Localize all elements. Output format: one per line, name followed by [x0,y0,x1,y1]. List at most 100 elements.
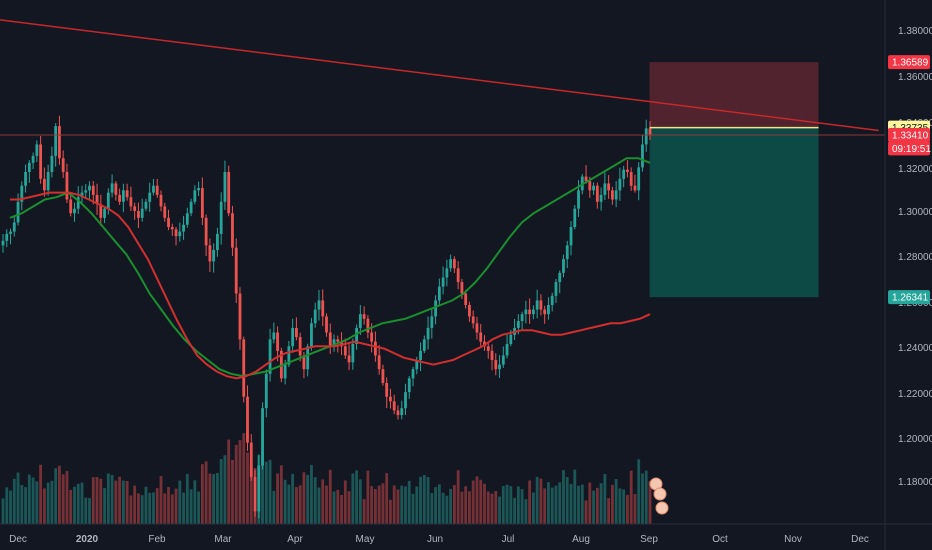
volume-bar [291,473,295,524]
candle-body [216,233,219,250]
volume-bar [584,500,588,524]
candle-body [110,183,114,193]
volume-bar [445,495,449,524]
candle-body [648,128,652,136]
event-markers[interactable] [649,477,669,515]
volume-bar [626,494,629,524]
candle-body [204,217,208,246]
candle-body [325,316,328,333]
candle-body [328,332,332,347]
price-tick: 1.18000 [898,477,932,488]
volume-bar [441,492,445,524]
volume-bar [20,485,24,524]
volume-bar [430,493,434,524]
candle-body [464,293,468,305]
candle-body [50,155,54,172]
volume-bar [264,461,268,524]
candle-body [389,396,392,402]
candle-body [343,346,347,356]
volume-bar [140,495,144,524]
volume-bar [374,489,377,524]
volume-bar [313,477,317,524]
candle-body [426,327,430,340]
volume-bar [88,498,91,524]
volume-bar [336,489,340,524]
candle-body [99,204,103,218]
candle-body [351,343,355,363]
candle-body [80,192,84,198]
time-axis[interactable]: Dec 2020 Feb Mar Apr May Jun Jul Aug Sep… [9,534,869,545]
candle-body [61,158,65,172]
volume-bar [24,487,27,524]
volume-bar [219,459,223,524]
candle-body [562,259,565,273]
candle-body [148,192,152,202]
candle-body [20,185,24,202]
volume-bar [577,485,580,524]
candle-body [170,227,174,230]
volume-bar [231,459,234,524]
candle-body [535,300,539,310]
position-zones[interactable] [649,62,819,298]
candle-body [174,229,178,237]
volume-bar [321,479,325,524]
trendline[interactable] [0,17,879,132]
volume-bar [80,482,84,524]
candle-body [9,231,12,234]
volume-bar [569,483,573,524]
volume-bar [456,470,460,524]
volume-bar [407,480,411,524]
volume-bar [562,470,565,524]
volume-bar [178,480,182,524]
volume-bar [121,480,125,524]
price-tick: 1.36000 [898,72,932,83]
time-tick: Sep [640,534,658,545]
event-marker-icon[interactable] [653,487,667,501]
candle-body [208,245,212,262]
candle-body [223,171,227,202]
price-tag-label: 1.36589 [892,58,929,69]
volume-bar [588,482,592,524]
volume-bar [389,499,392,524]
candle-body [377,355,381,370]
candle-body [404,392,407,409]
time-tick: Oct [712,534,728,545]
volume-bar [633,494,637,524]
price-tag-stop[interactable]: 1.36589 [888,55,930,70]
volume-bar [468,491,471,524]
price-tag-countdown[interactable]: 09:19:51 [888,141,931,156]
price-tag-current[interactable]: 1.33410 [888,128,930,143]
price-tag-target[interactable]: 1.26341 [888,290,930,305]
volume-bar [528,480,532,524]
candle-body [313,309,317,324]
volume-bar [516,486,520,524]
candle-body [524,309,528,315]
price-axis-panel[interactable] [885,0,932,524]
event-marker-icon[interactable] [655,501,669,515]
volume-bar [343,480,347,524]
candle-body [407,378,411,393]
stop-loss-zone[interactable] [649,62,819,128]
candle-body [58,126,61,159]
price-tag-label: 09:19:51 [892,144,931,155]
volume-bar [317,487,321,524]
volume-bar [554,485,558,524]
volume-bar [573,469,577,524]
volume-bar [486,491,490,524]
candle-body [287,346,291,365]
take-profit-zone[interactable] [649,127,819,298]
time-tick: Dec [851,534,869,545]
volume-bar [505,484,509,524]
volume-bar [144,486,148,524]
candle-body [641,144,644,168]
candle-body [400,408,404,416]
volume-bar [471,480,475,524]
volume-bar [547,482,550,524]
volume-bar [42,488,46,524]
price-tag-label: 1.33410 [892,131,929,142]
volume-bars [1,429,652,524]
volume-bar [114,480,118,524]
candle-body [501,355,505,365]
